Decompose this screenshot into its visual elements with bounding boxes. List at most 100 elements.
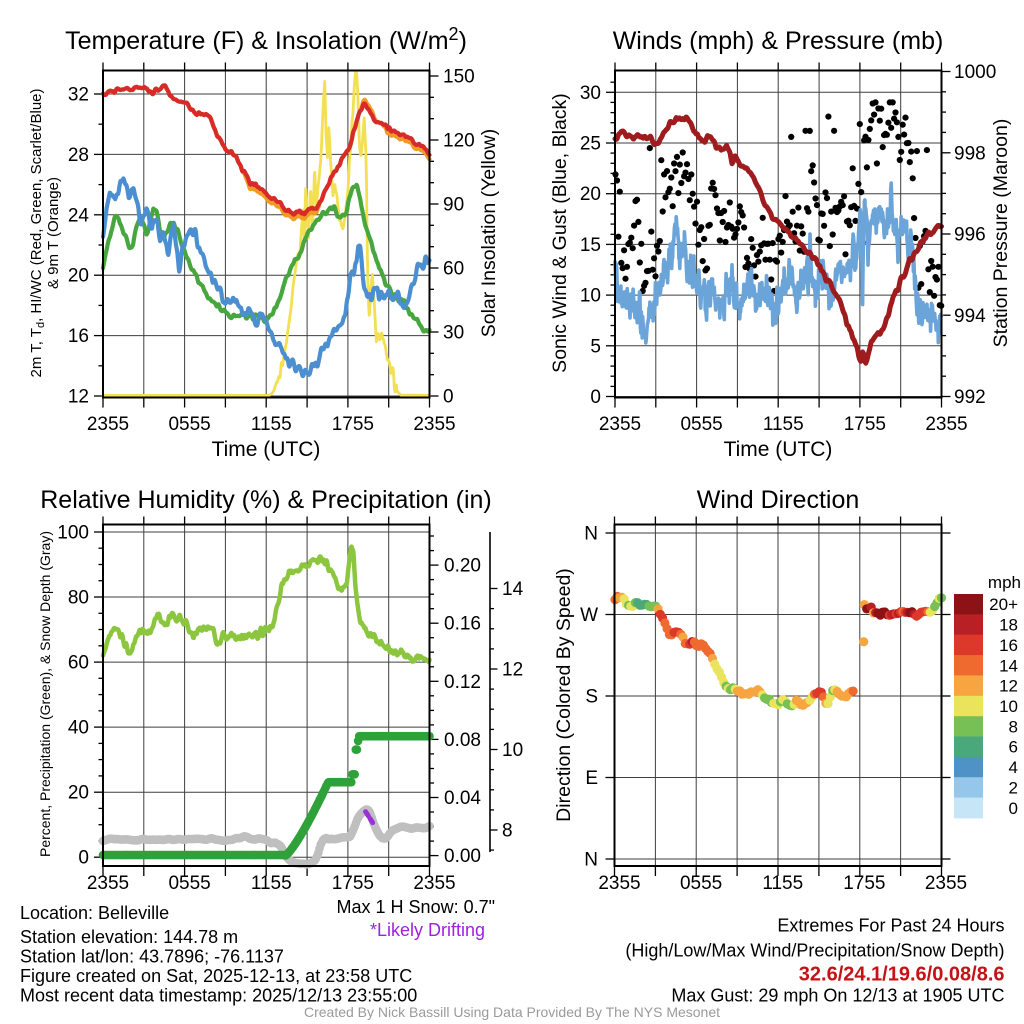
- svg-text:Location: Belleville: Location: Belleville: [20, 903, 169, 923]
- svg-text:5: 5: [590, 336, 601, 357]
- svg-text:80: 80: [68, 588, 89, 609]
- svg-text:& 9m T (Orange): & 9m T (Orange): [45, 177, 62, 289]
- svg-text:N: N: [584, 524, 598, 545]
- svg-text:1155: 1155: [251, 873, 292, 894]
- svg-text:Sonic Wind & Gust (Blue, Black: Sonic Wind & Gust (Blue, Black): [549, 93, 571, 373]
- svg-text:2355: 2355: [599, 414, 641, 435]
- svg-text:Wind Direction: Wind Direction: [697, 486, 860, 514]
- svg-text:(High/Low/Max Wind/Precipitati: (High/Low/Max Wind/Precipitation/Snow De…: [625, 941, 1004, 961]
- svg-text:Direction (Colored By Speed): Direction (Colored By Speed): [553, 568, 575, 822]
- svg-text:40: 40: [68, 718, 89, 739]
- svg-text:2355: 2355: [413, 414, 455, 435]
- svg-text:998: 998: [954, 143, 986, 164]
- svg-text:*Likely Drifting: *Likely Drifting: [370, 920, 485, 940]
- svg-text:8: 8: [502, 821, 513, 842]
- svg-text:12: 12: [502, 660, 523, 681]
- svg-text:24: 24: [68, 205, 90, 226]
- svg-text:W: W: [580, 605, 598, 626]
- svg-text:20+: 20+: [989, 595, 1018, 614]
- svg-text:Created By Nick Bassill Using: Created By Nick Bassill Using Data Provi…: [304, 1004, 720, 1020]
- svg-text:30: 30: [443, 323, 464, 344]
- svg-text:10: 10: [999, 697, 1018, 716]
- svg-text:1155: 1155: [762, 873, 803, 894]
- svg-text:1755: 1755: [843, 873, 885, 894]
- svg-text:1155: 1155: [251, 414, 292, 435]
- svg-text:0.04: 0.04: [444, 788, 481, 809]
- svg-text:1000: 1000: [954, 62, 996, 83]
- svg-text:0: 0: [78, 848, 89, 869]
- svg-text:2355: 2355: [598, 873, 640, 894]
- svg-text:20: 20: [68, 266, 89, 287]
- svg-text:994: 994: [954, 306, 986, 327]
- svg-text:2: 2: [1009, 778, 1018, 797]
- svg-text:60: 60: [68, 653, 89, 674]
- svg-text:S: S: [585, 687, 598, 708]
- svg-text:1755: 1755: [332, 414, 374, 435]
- svg-text:Winds (mph) & Pressure (mb): Winds (mph) & Pressure (mb): [613, 27, 944, 55]
- svg-text:15: 15: [580, 235, 601, 256]
- svg-text:0555: 0555: [168, 873, 210, 894]
- svg-text:32: 32: [68, 85, 89, 106]
- svg-text:150: 150: [443, 67, 475, 88]
- svg-text:30: 30: [580, 83, 601, 104]
- svg-text:Time (UTC): Time (UTC): [724, 438, 833, 461]
- svg-text:Max 1 H Snow: 0.7": Max 1 H Snow: 0.7": [337, 897, 495, 917]
- svg-text:0555: 0555: [680, 414, 722, 435]
- svg-text:2355: 2355: [87, 414, 129, 435]
- svg-text:12: 12: [999, 677, 1018, 696]
- svg-text:Time (UTC): Time (UTC): [212, 438, 321, 461]
- svg-text:Figure created on Sat, 2025-12: Figure created on Sat, 2025-12-13, at 23…: [20, 966, 412, 986]
- svg-text:Solar Insolation (Yellow): Solar Insolation (Yellow): [478, 129, 500, 337]
- svg-text:Station lat/lon: 43.7896; -76.: Station lat/lon: 43.7896; -76.1137: [20, 947, 284, 967]
- svg-text:8: 8: [1009, 717, 1018, 736]
- svg-text:1155: 1155: [763, 414, 804, 435]
- svg-text:2355: 2355: [925, 873, 967, 894]
- svg-text:1755: 1755: [332, 873, 374, 894]
- svg-text:Relative Humidity (%) & Precip: Relative Humidity (%) & Precipitation (i…: [40, 486, 492, 514]
- svg-text:10: 10: [580, 286, 601, 307]
- svg-text:10: 10: [502, 740, 523, 761]
- svg-text:2355: 2355: [413, 873, 455, 894]
- svg-text:0: 0: [1009, 799, 1018, 818]
- svg-text:100: 100: [57, 522, 89, 543]
- svg-text:996: 996: [954, 225, 986, 246]
- svg-text:Max Gust: 29 mph On 12/13 at 1: Max Gust: 29 mph On 12/13 at 1905 UTC: [671, 986, 1004, 1006]
- svg-text:0555: 0555: [680, 873, 722, 894]
- svg-text:0.08: 0.08: [444, 730, 481, 751]
- svg-text:0: 0: [590, 387, 601, 408]
- svg-text:2355: 2355: [925, 414, 967, 435]
- svg-text:0: 0: [443, 387, 454, 408]
- svg-text:60: 60: [443, 259, 464, 280]
- svg-text:90: 90: [443, 195, 464, 216]
- svg-text:20: 20: [580, 184, 601, 205]
- svg-text:Most recent data timestamp: 20: Most recent data timestamp: 2025/12/13 2…: [20, 986, 417, 1006]
- svg-text:14: 14: [999, 656, 1018, 675]
- svg-text:25: 25: [580, 134, 601, 155]
- svg-text:Extremes For Past 24 Hours: Extremes For Past 24 Hours: [777, 916, 1004, 936]
- svg-text:Station Pressure (Maroon): Station Pressure (Maroon): [990, 119, 1012, 348]
- svg-text:E: E: [585, 768, 598, 789]
- svg-text:0.20: 0.20: [444, 556, 481, 577]
- svg-text:0.00: 0.00: [444, 846, 481, 867]
- svg-text:992: 992: [954, 387, 986, 408]
- svg-text:0.12: 0.12: [444, 672, 481, 693]
- svg-text:14: 14: [502, 579, 524, 600]
- svg-text:Station elevation: 144.78 m: Station elevation: 144.78 m: [20, 927, 238, 947]
- svg-text:1755: 1755: [844, 414, 886, 435]
- svg-text:20: 20: [68, 783, 89, 804]
- svg-text:32.6/24.1/19.6/0.08/8.6: 32.6/24.1/19.6/0.08/8.6: [799, 964, 1005, 986]
- svg-text:120: 120: [443, 131, 475, 152]
- svg-text:mph: mph: [988, 573, 1021, 592]
- svg-text:0.16: 0.16: [444, 614, 481, 635]
- svg-text:18: 18: [999, 616, 1018, 635]
- svg-text:N: N: [584, 850, 598, 871]
- svg-text:6: 6: [1009, 738, 1018, 757]
- svg-text:4: 4: [1009, 758, 1018, 777]
- svg-text:2355: 2355: [87, 873, 129, 894]
- svg-text:12: 12: [68, 387, 89, 408]
- svg-text:2m T, Td, HI/WC (Red, Green, S: 2m T, Td, HI/WC (Red, Green, Scarlet/Blu…: [28, 89, 47, 378]
- svg-text:28: 28: [68, 145, 89, 166]
- svg-text:Percent, Precipitation (Green): Percent, Precipitation (Green), & Snow D…: [37, 531, 53, 857]
- svg-text:16: 16: [68, 326, 89, 347]
- svg-text:0555: 0555: [168, 414, 210, 435]
